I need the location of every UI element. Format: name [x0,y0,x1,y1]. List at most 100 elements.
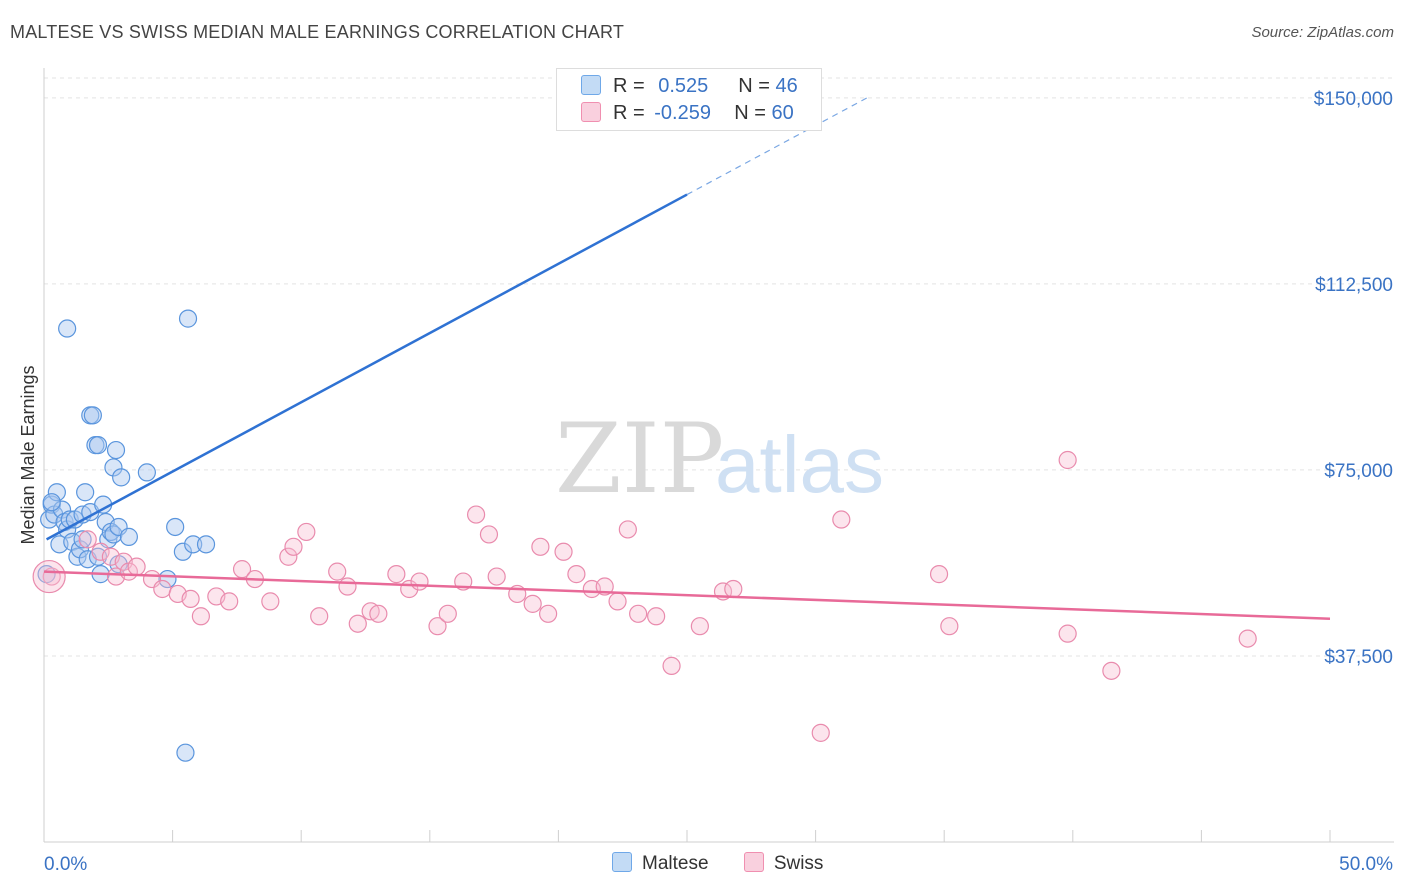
swiss-point [567,565,586,584]
swiss-swatch [743,852,764,872]
maltese-point [178,309,198,328]
swiss-point [369,604,388,623]
chart-title: MALTESE VS SWISS MEDIAN MALE EARNINGS CO… [10,22,625,42]
swiss-point [523,594,542,613]
swiss-point [220,592,239,611]
n-label: N = [734,102,766,124]
watermark: ZIP atlas [555,403,884,515]
swiss-point [531,537,550,556]
swiss-point [690,617,709,636]
swiss-point [78,530,97,549]
swiss-point [662,656,681,675]
x-tick-label: 0.0% [44,854,87,875]
y-tick-label: $150,000 [1314,89,1393,110]
legend-row-maltese: R = 0.525 N = 46 [581,75,798,99]
maltese-point [137,463,156,482]
maltese-point [42,493,61,512]
r-value-swiss: -0.259 [654,102,711,124]
swiss-point [1058,450,1077,470]
swiss-point [647,607,666,626]
maltese-point [176,743,195,762]
swiss-point [438,604,457,623]
swiss-point [127,557,146,576]
source-label: Source: ZipAtlas.com [1251,24,1394,41]
r-label: R = [613,102,645,124]
r-label: R = [613,75,645,97]
swiss-point [811,723,830,742]
swiss-point [539,604,558,623]
swiss-point [1238,629,1257,648]
swiss-point [348,614,367,633]
maltese-swatch [612,852,632,872]
swiss-point [487,567,506,586]
n-value-swiss: 60 [771,102,794,124]
legend-label-swiss: Swiss [773,853,824,874]
trend-lines [43,97,1331,621]
maltese-point [196,535,216,554]
swiss-point [191,607,210,626]
maltese-point [76,483,95,502]
watermark-zip: ZIP [555,403,724,515]
swiss-point [618,520,637,539]
maltese-point [88,436,108,455]
swiss-point [724,579,743,599]
axes [43,68,1394,843]
r-value-maltese: 0.525 [658,75,709,97]
swiss-point [261,592,280,611]
swiss-point [428,617,447,636]
legend-item-swiss[interactable]: Swiss [743,852,824,875]
maltese-point [83,406,102,425]
swiss-point [929,565,949,584]
maltese-point [58,319,77,338]
swiss-point [181,589,200,609]
swiss-point [608,592,627,611]
swiss-trend-line [43,570,1331,621]
swiss-swatch [581,102,601,122]
swiss-point [310,607,329,626]
legend-item-maltese[interactable]: Maltese [612,852,709,875]
maltese-point [104,458,123,477]
y-axis-title: Median Male Earnings [18,365,38,544]
maltese-point [112,468,131,487]
legend-row-swiss: R = -0.259 N = 60 [581,102,794,126]
swiss-point [328,562,347,581]
y-tick-label: $37,500 [1324,647,1393,668]
swiss-point [338,577,357,596]
n-label: N = [738,75,770,97]
swiss-point [629,604,648,623]
maltese-point [184,535,203,554]
swiss-point [479,525,499,544]
scatter-points [32,309,1257,762]
swiss-point [284,537,303,556]
swiss-point [466,505,486,524]
swiss-point [940,617,959,636]
n-value-maltese: 46 [775,75,798,97]
swiss-point [595,577,614,596]
maltese-point [88,547,108,566]
maltese-trend-extension [686,97,868,196]
watermark-atlas: atlas [715,420,884,509]
legend-label-maltese: Maltese [642,853,709,874]
maltese-point [47,483,66,502]
swiss-point [153,579,172,599]
maltese-point [106,440,126,460]
maltese-point [40,510,59,529]
maltese-point [173,542,192,561]
swiss-point [832,510,851,529]
swiss-point [91,542,110,561]
maltese-trend-line [45,193,688,541]
swiss-point [279,547,298,566]
swiss-point [297,522,316,542]
swiss-point [1058,624,1077,643]
maltese-point [166,517,185,537]
swiss-point [410,572,429,591]
swiss-point [387,565,406,584]
maltese-point [73,530,92,549]
swiss-point [32,559,66,594]
maltese-point [119,527,138,546]
swiss-point [554,542,573,561]
axis-labels: $37,500 $75,000 $112,500 $150,000 0.0% 50.0% M… [18,89,1393,875]
maltese-swatch [581,75,601,95]
series-legend: Maltese Swiss [612,852,853,875]
